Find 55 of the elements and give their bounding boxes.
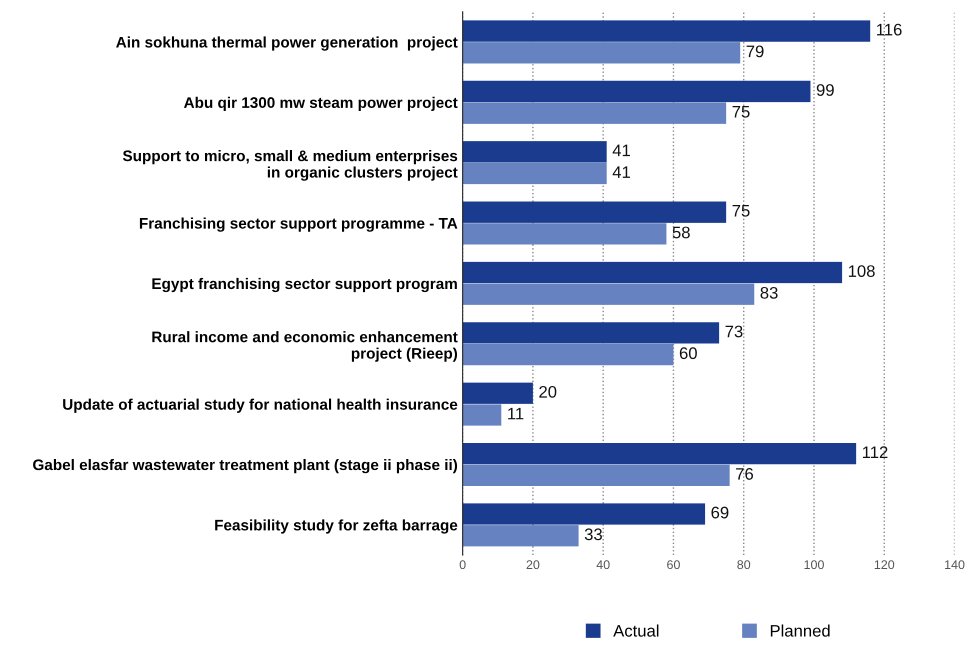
bar [462, 464, 730, 486]
legend-label: Actual [613, 624, 658, 637]
x-tick-label: 60 [667, 560, 680, 570]
x-tick-label: 40 [596, 560, 610, 570]
bar [462, 344, 674, 366]
data-label: 69 [711, 506, 728, 518]
y-tick-label: Abu qir 1300 mw steam power project [184, 96, 458, 112]
y-tick-label: Feasibility study for zefta barrage [215, 519, 458, 534]
bar [462, 202, 726, 223]
x-tick-label: 0 [460, 560, 466, 570]
y-tick-label: Rural income and economic enhancement project (Rieep) [152, 331, 458, 362]
data-label: 75 [732, 106, 750, 118]
x-tick-label: 120 [874, 560, 894, 570]
data-label: 108 [848, 265, 875, 278]
data-label: 33 [584, 528, 602, 540]
bar [462, 141, 607, 162]
data-label: 41 [612, 166, 630, 178]
x-tick-label: 140 [945, 560, 964, 570]
data-label: 112 [862, 446, 888, 458]
x-tick-label: 100 [804, 560, 824, 570]
bar [462, 442, 856, 464]
bar [462, 20, 870, 42]
y-tick-label: Ain sokhuna thermal power generation project [116, 36, 458, 51]
y-tick-label: Gabel elasfar wastewater treatment plant (stage ii phase ii) [33, 458, 458, 474]
bar [462, 322, 720, 344]
bar [462, 404, 502, 426]
legend-label: Planned [770, 624, 830, 637]
data-label: 83 [760, 286, 778, 299]
bar [462, 503, 706, 525]
bar [462, 262, 842, 284]
bar [462, 284, 754, 305]
data-label: 11 [508, 408, 524, 420]
bar [462, 80, 810, 102]
y-tick-label: Franchising sector support programme - TA [140, 218, 458, 232]
data-label: 58 [672, 226, 690, 238]
x-tick-label: 20 [526, 560, 540, 570]
data-label: 76 [736, 468, 754, 480]
y-tick-label: Support to micro, small & medium enterprises in organic clusters project [122, 150, 458, 181]
bar [462, 102, 726, 124]
bar [462, 42, 740, 64]
data-label: 116 [877, 24, 902, 36]
bar [462, 382, 533, 404]
y-tick-label: Egypt franchising sector support program [152, 278, 457, 292]
data-label: 41 [612, 144, 630, 156]
x-tick-label: 80 [737, 560, 750, 570]
y-tick-label: Update of actuarial study for national health insurance [63, 398, 458, 413]
data-label: 20 [539, 386, 556, 398]
data-label: 60 [680, 347, 697, 360]
data-label: 75 [732, 205, 750, 217]
bar [462, 525, 579, 546]
data-label: 79 [746, 45, 764, 58]
data-label: 99 [816, 84, 834, 96]
bar [462, 223, 666, 245]
bar [462, 162, 607, 184]
data-label: 73 [726, 326, 742, 338]
